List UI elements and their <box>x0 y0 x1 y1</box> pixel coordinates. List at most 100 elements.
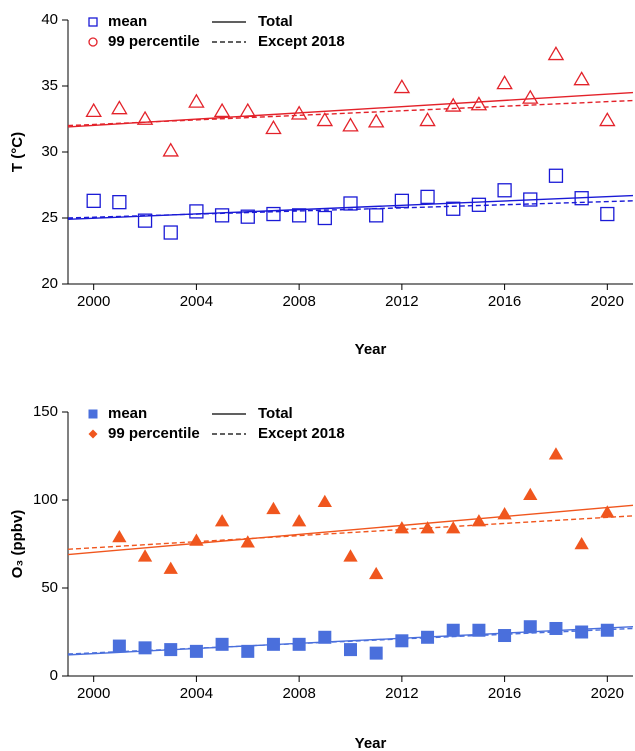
legend-label: 99 percentile <box>108 425 200 442</box>
data-point <box>600 505 615 518</box>
data-point <box>266 501 281 515</box>
data-point <box>498 629 512 643</box>
trend-line <box>67 194 634 221</box>
data-point <box>471 514 487 527</box>
data-point <box>573 71 590 86</box>
legend-label: mean <box>108 405 147 422</box>
trend-line <box>67 515 634 550</box>
data-point <box>548 168 564 183</box>
data-point <box>344 643 357 657</box>
data-point <box>86 193 101 208</box>
data-point <box>523 620 537 634</box>
data-point <box>239 102 257 117</box>
data-point <box>471 197 487 212</box>
legend-marker <box>88 429 98 439</box>
data-point <box>292 637 306 651</box>
y-axis-label: O₃ (ppbv) <box>9 510 26 579</box>
x-axis-label: Year <box>355 341 387 358</box>
data-point <box>497 507 512 520</box>
data-point <box>240 535 255 548</box>
y-tick-label: 25 <box>41 209 58 226</box>
data-point <box>215 637 229 651</box>
x-tick-label: 2012 <box>385 293 418 310</box>
data-point <box>444 97 462 112</box>
data-point <box>367 113 385 128</box>
data-point <box>112 529 127 543</box>
legend-marker <box>88 17 98 27</box>
legend-label: 99 percentile <box>108 33 200 50</box>
data-point <box>523 487 538 500</box>
data-point <box>317 494 332 508</box>
data-point <box>496 75 513 90</box>
data-point <box>265 119 282 135</box>
data-point <box>112 195 127 210</box>
data-point <box>548 447 564 460</box>
data-point <box>470 96 488 111</box>
x-axis-label: Year <box>355 735 387 751</box>
data-point <box>446 521 461 534</box>
x-tick-label: 2000 <box>77 293 110 310</box>
x-tick-label: 2016 <box>488 293 521 310</box>
data-point <box>343 196 358 211</box>
data-point <box>549 621 563 635</box>
data-point <box>393 79 411 94</box>
x-tick-label: 2020 <box>591 293 624 310</box>
data-point <box>317 210 332 226</box>
y-tick-label: 30 <box>41 143 58 160</box>
legend-label: Except 2018 <box>258 33 345 50</box>
data-point <box>163 225 178 240</box>
data-point <box>189 204 204 219</box>
data-point <box>575 625 589 639</box>
data-point <box>137 213 153 228</box>
data-point <box>137 549 153 562</box>
x-tick-label: 2008 <box>282 293 315 310</box>
data-point <box>214 514 230 527</box>
data-point <box>240 209 255 224</box>
data-point <box>318 630 332 644</box>
data-point <box>214 208 230 223</box>
data-point <box>85 102 102 117</box>
legend-label: mean <box>108 13 147 30</box>
trend-line <box>67 91 634 128</box>
y-axis-label: T (°C) <box>9 132 26 172</box>
data-point <box>291 514 307 527</box>
data-point <box>138 641 152 655</box>
data-point <box>420 521 435 534</box>
legend-marker <box>88 409 98 419</box>
legend-label: Except 2018 <box>258 425 345 442</box>
y-tick-label: 100 <box>33 491 58 508</box>
trend-line <box>67 99 634 127</box>
data-point <box>162 142 180 157</box>
data-point <box>421 630 435 644</box>
y-tick-label: 40 <box>41 11 58 28</box>
x-tick-label: 2012 <box>385 685 418 702</box>
data-point <box>164 643 178 657</box>
data-point <box>266 637 280 651</box>
data-point <box>290 105 308 120</box>
x-tick-label: 2016 <box>488 685 521 702</box>
data-point <box>394 521 410 534</box>
data-point <box>420 189 435 205</box>
x-tick-label: 2020 <box>591 685 624 702</box>
data-point <box>369 566 384 580</box>
data-point <box>395 634 409 648</box>
x-tick-label: 2004 <box>180 293 213 310</box>
data-point <box>574 191 589 206</box>
data-point <box>446 623 460 637</box>
x-tick-label: 2004 <box>180 685 213 702</box>
data-point <box>266 206 281 222</box>
data-point <box>574 536 589 550</box>
data-point <box>241 644 255 658</box>
data-point <box>291 208 307 223</box>
legend-label: Total <box>258 405 293 422</box>
y-tick-label: 50 <box>41 579 58 596</box>
data-point <box>419 112 436 127</box>
data-point <box>189 644 203 658</box>
data-point <box>600 623 614 637</box>
y-tick-label: 20 <box>41 275 58 292</box>
data-point <box>600 206 615 222</box>
data-point <box>394 193 410 208</box>
data-point <box>599 112 616 127</box>
